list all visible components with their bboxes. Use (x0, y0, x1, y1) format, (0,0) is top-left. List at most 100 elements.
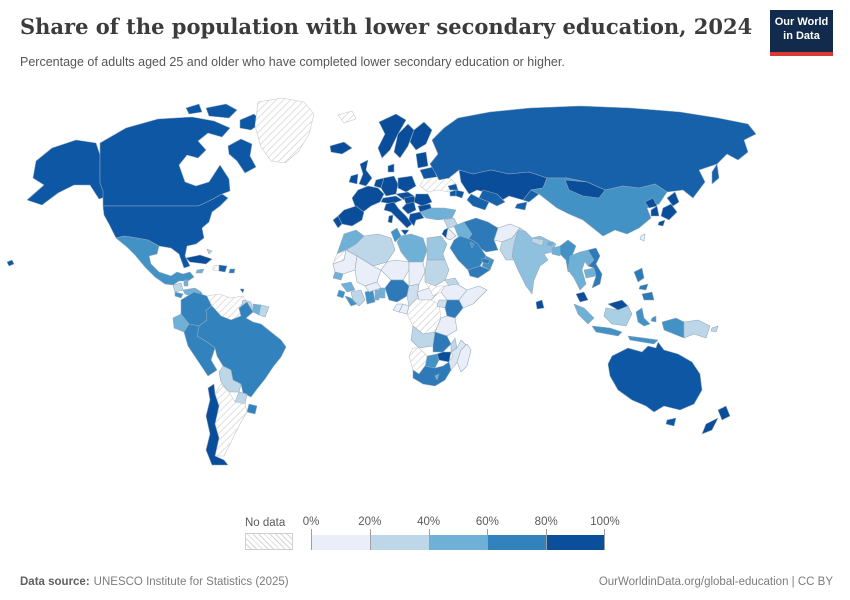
country-haiti[interactable] (212, 264, 220, 272)
country-papua-new-guinea[interactable] (710, 325, 719, 333)
country-dominican-republic[interactable] (218, 264, 228, 273)
country-malaysia[interactable] (575, 291, 589, 303)
country-italy[interactable] (387, 214, 394, 224)
country-burkina-faso[interactable] (364, 281, 382, 293)
no-data-swatch[interactable] (245, 533, 293, 550)
country-indonesia[interactable] (650, 315, 657, 323)
country-yemen[interactable] (467, 265, 491, 279)
country-south-korea[interactable] (650, 205, 660, 217)
data-source-text[interactable]: UNESCO Institute for Statistics (2025) (93, 576, 289, 588)
country-south-sudan[interactable] (424, 281, 446, 297)
country-philippines[interactable] (638, 283, 649, 291)
country-canada[interactable] (227, 138, 257, 174)
country-puerto-rico[interactable] (228, 268, 236, 274)
country-canada[interactable] (205, 103, 238, 119)
country-georgia[interactable] (447, 183, 459, 191)
country-philippines[interactable] (633, 267, 645, 283)
legend-bin-80-100[interactable] (546, 535, 605, 550)
country-uae[interactable] (481, 257, 491, 265)
country-nepal[interactable] (531, 237, 545, 247)
country-nigeria[interactable] (384, 279, 410, 303)
country-egypt[interactable] (426, 235, 448, 261)
country-senegal[interactable] (332, 271, 344, 281)
country-guinea[interactable] (340, 281, 356, 293)
country-norway[interactable] (377, 113, 407, 159)
country-niger[interactable] (380, 259, 410, 281)
country-benin[interactable] (378, 287, 386, 299)
country-tajikistan[interactable] (514, 201, 528, 211)
country-sierra-leone[interactable] (336, 289, 346, 299)
country-kenya[interactable] (444, 299, 464, 319)
country-azerbaijan[interactable] (455, 189, 465, 199)
country-canada[interactable] (185, 103, 203, 115)
country-jamaica[interactable] (195, 268, 205, 274)
country-el-salvador[interactable] (174, 291, 184, 299)
country-ghana[interactable] (364, 289, 376, 305)
country-chile[interactable] (205, 383, 229, 466)
country-bahamas[interactable] (206, 248, 213, 255)
country-poland[interactable] (397, 175, 417, 193)
country-russia[interactable] (711, 163, 720, 185)
country-belize[interactable] (183, 279, 189, 287)
country-portugal[interactable] (332, 215, 343, 229)
country-bangladesh[interactable] (551, 245, 561, 257)
country-vietnam[interactable] (587, 247, 603, 289)
country-greenland[interactable] (254, 97, 315, 164)
country-papua-new-guinea[interactable] (683, 319, 711, 339)
country-armenia[interactable] (449, 189, 457, 197)
country-lesotho[interactable] (434, 373, 440, 381)
country-philippines[interactable] (641, 291, 655, 301)
owid-link[interactable]: OurWorldinData.org/global-education | CC… (598, 576, 833, 588)
country-kuwait[interactable] (469, 241, 475, 249)
country-new-zealand[interactable] (717, 405, 731, 421)
country-baltic-states[interactable] (415, 151, 429, 169)
country-libya[interactable] (396, 233, 428, 263)
country-united-kingdom[interactable] (358, 159, 373, 187)
country-taiwan[interactable] (639, 233, 646, 242)
country-mongolia[interactable] (564, 179, 606, 199)
country-togo[interactable] (374, 289, 380, 301)
country-iceland[interactable] (329, 141, 353, 155)
country-french-guiana[interactable] (258, 304, 270, 318)
country-iran[interactable] (463, 217, 499, 253)
country-indonesia[interactable] (603, 305, 633, 327)
legend-bin-60-80[interactable] (487, 535, 547, 550)
country-chad[interactable] (408, 261, 426, 287)
country-austria-switzerland[interactable] (380, 195, 403, 205)
country-indonesia[interactable] (573, 303, 595, 325)
country-spain[interactable] (337, 205, 365, 227)
country-china[interactable] (530, 177, 668, 237)
country-canada[interactable] (99, 116, 231, 207)
country-gabon[interactable] (392, 303, 404, 313)
country-indonesia[interactable] (635, 307, 651, 327)
country-mali[interactable] (354, 255, 382, 287)
country-peru[interactable] (183, 323, 218, 377)
country-italy[interactable] (400, 229, 410, 236)
country-romania[interactable] (413, 193, 433, 207)
country-denmark[interactable] (387, 163, 395, 173)
country-south-africa[interactable] (412, 361, 452, 387)
country-sudan[interactable] (424, 259, 450, 287)
country-jordan[interactable] (445, 227, 457, 241)
country-ireland[interactable] (348, 173, 359, 185)
country-cuba[interactable] (185, 254, 213, 265)
country-france[interactable] (351, 185, 385, 213)
country-usa[interactable] (6, 259, 15, 267)
country-indonesia[interactable] (591, 325, 623, 337)
country-finland[interactable] (409, 121, 433, 151)
country-indonesia[interactable] (661, 317, 685, 339)
country-turkey[interactable] (419, 207, 457, 221)
country-japan[interactable] (666, 191, 680, 207)
country-cote-divoire[interactable] (350, 289, 366, 307)
country-bhutan[interactable] (546, 241, 555, 247)
owid-logo[interactable]: Our World in Data (770, 10, 833, 56)
legend-bin-20-40[interactable] (369, 535, 429, 550)
country-sweden[interactable] (393, 123, 415, 159)
country-zimbabwe[interactable] (436, 351, 452, 363)
country-japan[interactable] (660, 203, 678, 221)
country-svalbard[interactable] (337, 110, 357, 124)
legend-bin-0-20[interactable] (311, 535, 370, 550)
country-australia[interactable] (607, 341, 703, 413)
country-australia[interactable] (665, 417, 677, 427)
country-indonesia[interactable] (627, 335, 659, 345)
